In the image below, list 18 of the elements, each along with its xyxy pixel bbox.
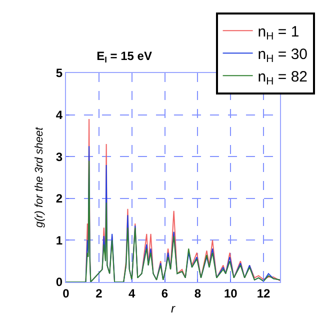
x-tick-label: 2 [96, 286, 103, 300]
x-tick-label: 4 [128, 286, 136, 300]
x-axis-title: r [171, 301, 176, 316]
legend-label: n$_{H}$ = 82 [258, 68, 308, 88]
y-axis-title: g(r) for the 3rd sheet [34, 126, 46, 228]
x-tick-label: 12 [256, 286, 271, 300]
y-tick-label: 2 [56, 192, 63, 206]
y-tick-label: 5 [56, 66, 63, 80]
y-tick-label: 0 [56, 275, 63, 290]
y-tick-label: 1 [56, 233, 63, 248]
x-tick-label: 6 [161, 286, 168, 300]
x-tick-label: 8 [194, 286, 202, 300]
legend-label: n$_{H}$ = 30 [258, 46, 308, 66]
y-tick-label: 4 [56, 108, 63, 122]
x-tick-label: 10 [224, 286, 238, 300]
chart-title: E$_{I}$ = 15 eV [96, 48, 152, 64]
y-tick-label: 3 [56, 150, 63, 164]
legend-label: n$_{H}$ = 1 [258, 23, 300, 43]
